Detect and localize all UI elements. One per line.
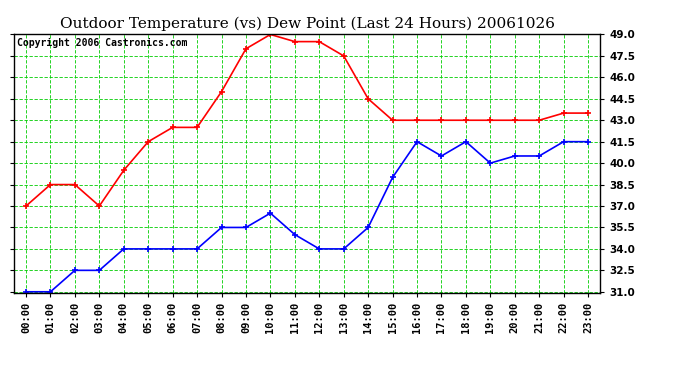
Title: Outdoor Temperature (vs) Dew Point (Last 24 Hours) 20061026: Outdoor Temperature (vs) Dew Point (Last…: [59, 17, 555, 31]
Text: Copyright 2006 Castronics.com: Copyright 2006 Castronics.com: [17, 38, 187, 48]
